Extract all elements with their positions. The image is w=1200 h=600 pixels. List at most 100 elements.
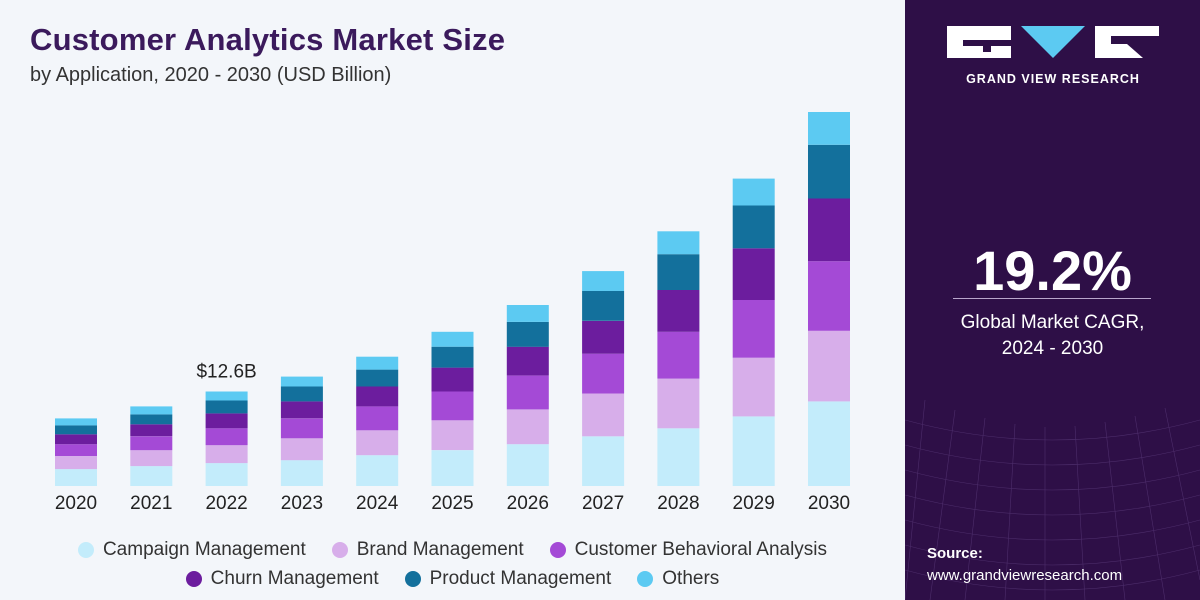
legend-swatch [77, 541, 94, 558]
bar-segment [55, 456, 97, 470]
bar-segment [732, 357, 775, 417]
legend-row: Campaign Management Brand Management Custo… [0, 535, 905, 564]
bar-segment [506, 305, 549, 322]
bar-segment [356, 369, 399, 387]
legend-item: Others [637, 568, 719, 590]
x-tick-label: 2026 [507, 493, 549, 514]
x-tick-label: 2027 [582, 493, 624, 514]
bar-segment [808, 198, 850, 262]
bar-segment [280, 376, 323, 387]
x-tick-label: 2024 [356, 493, 399, 514]
bar-segment [130, 406, 173, 415]
bar-segment [55, 469, 97, 486]
legend-swatch [404, 570, 421, 587]
data-annotation: $12.6B [196, 362, 256, 383]
bar-segment [280, 386, 323, 402]
bar-segment [506, 409, 549, 445]
legend-row: Churn Management Product Management Others [0, 564, 905, 593]
bar-segment [55, 425, 97, 435]
legend-label: Product Management [429, 567, 612, 589]
bar-segment [506, 346, 549, 376]
bar-segment [205, 463, 248, 486]
bar-segment [431, 391, 474, 421]
bar-segment [130, 424, 173, 437]
x-tick-label: 2025 [431, 493, 473, 514]
legend-label: Brand Management [356, 538, 524, 560]
bar-segment [808, 330, 850, 402]
bar-segment [506, 375, 549, 410]
bar-segment [582, 271, 625, 291]
bar-segment [582, 393, 625, 437]
legend-item: Brand Management [331, 538, 524, 561]
stacked-bar-chart: 2020 2021 2022 2023 2024 2025 2026 2027 2028 2029… [55, 112, 850, 514]
brand-name: GRAND VIEW RESEARCH [966, 72, 1140, 86]
legend-swatch [549, 541, 566, 558]
bar-segment [506, 444, 549, 486]
bar-segment [582, 436, 625, 486]
legend-swatch [331, 541, 348, 558]
bar-segment [431, 331, 474, 347]
bar-segment [356, 430, 399, 456]
legend-item: Churn Management [185, 567, 379, 590]
bar-segment [356, 386, 399, 407]
x-tick-label: 2020 [55, 493, 97, 514]
cagr-label-line2: 2024 - 2030 [1001, 338, 1104, 359]
bar-segment [205, 400, 248, 414]
legend-label: Others [662, 567, 720, 589]
bar-segment [657, 428, 700, 486]
bar-segment [55, 434, 97, 445]
bar-segment [205, 428, 248, 446]
legend-swatch [637, 570, 654, 587]
bar-segment [356, 455, 399, 486]
cagr-divider [953, 298, 1151, 299]
bar-segment [130, 450, 173, 467]
source-label: Source: [927, 545, 983, 562]
x-tick-label: 2023 [281, 493, 323, 514]
bar-segment [582, 320, 625, 354]
bar-segment [205, 413, 248, 429]
bar-segment [280, 438, 323, 461]
bar-segment [582, 291, 625, 321]
x-tick-label: 2022 [205, 493, 247, 514]
bar-segment [55, 444, 97, 457]
bar-segment [280, 401, 323, 419]
x-tick-label: 2028 [657, 493, 699, 514]
bar-segment [808, 261, 850, 331]
bar-segment [205, 391, 248, 401]
bar-segment [657, 254, 700, 290]
bar-segment [808, 144, 850, 199]
legend-item: Product Management [404, 567, 612, 590]
legend-swatch [185, 570, 202, 587]
bar-segment [205, 445, 248, 464]
bar-segment [657, 378, 700, 429]
x-tick-label: 2021 [130, 493, 172, 514]
source-link[interactable]: www.grandviewresearch.com [927, 567, 1123, 584]
bar-segment [657, 231, 700, 255]
bar-segment [657, 331, 700, 379]
bar-segment [431, 420, 474, 451]
bar-segment [431, 450, 474, 486]
bar-segment [130, 436, 173, 451]
bar-segment [356, 406, 399, 431]
bar-segment [657, 290, 700, 332]
bar-segment [582, 353, 625, 394]
bar-segment [280, 460, 323, 486]
bar-segment [808, 401, 850, 486]
x-tick-label: 2030 [808, 493, 850, 514]
bar-segment [431, 367, 474, 392]
bar-segment [280, 418, 323, 439]
legend-label: Churn Management [210, 567, 379, 589]
bar-segment [732, 205, 775, 249]
grid-background-graphic [905, 399, 1200, 600]
bar-segment [506, 321, 549, 347]
logo-mark-icon [947, 26, 1159, 58]
bar-segment [808, 112, 850, 145]
bar-segment [732, 416, 775, 486]
bar-segment [130, 414, 173, 425]
legend-label: Customer Behavioral Analysis [574, 538, 828, 560]
page-subtitle: by Application, 2020 - 2030 (USD Billion… [30, 64, 392, 86]
bar-segment [732, 300, 775, 358]
bar-segment [130, 466, 173, 486]
bar-segment [732, 248, 775, 300]
